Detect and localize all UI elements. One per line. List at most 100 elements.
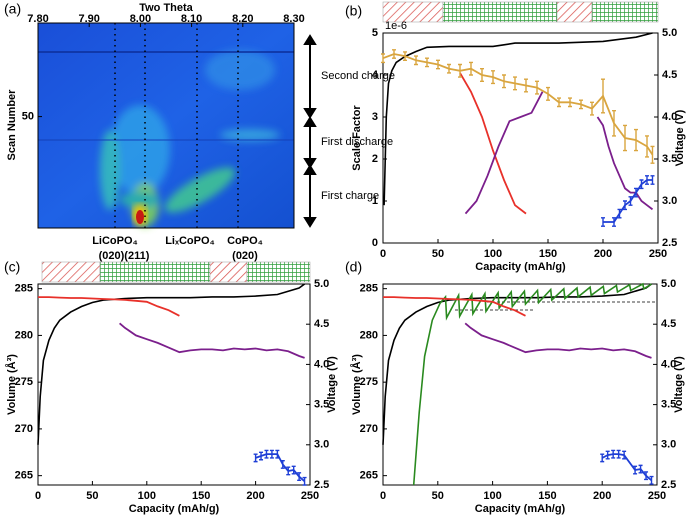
error-bar	[605, 450, 610, 460]
x-tick-label: 100	[138, 490, 156, 502]
error-bar	[502, 74, 506, 89]
error-bar	[425, 57, 429, 68]
region-label: First charge	[321, 190, 379, 202]
error-bar	[392, 49, 396, 59]
x-tick-label: 200	[593, 490, 611, 502]
x-tick-label: 0	[35, 490, 41, 502]
x-axis-label: Two Theta	[139, 2, 193, 14]
x-tick-label: 150	[538, 490, 556, 502]
error-bar	[302, 476, 307, 486]
x-tick-label: 0	[380, 248, 386, 260]
error-bar	[535, 80, 539, 95]
error-bar	[568, 97, 572, 108]
x-tick-label: 7.90	[78, 13, 99, 25]
error-bar	[590, 101, 594, 116]
y2-tick-label: 5.0	[661, 278, 676, 290]
x-tick-label: 100	[483, 490, 501, 502]
series-line	[459, 72, 527, 215]
y-axis-label: Volume (Å³)	[5, 354, 18, 415]
x-tick-label: 7.80	[27, 13, 48, 25]
heatmap	[38, 23, 317, 228]
y2-tick-label: 3.0	[314, 439, 329, 451]
error-bar	[644, 471, 649, 481]
panel-label: (a)	[4, 1, 21, 17]
y-tick-label: 5	[372, 27, 378, 39]
y2-tick-label: 3.0	[661, 439, 676, 451]
x-tick-label: 250	[648, 490, 666, 502]
panel-label: (b)	[345, 3, 362, 19]
y-tick-label: 285	[15, 283, 33, 295]
peak-label: LiCoPO₄	[92, 235, 138, 247]
panel-label: (d)	[345, 259, 362, 275]
error-bar	[645, 175, 649, 185]
error-bar	[616, 449, 621, 459]
error-bar	[600, 453, 605, 463]
series-line	[464, 322, 652, 359]
error-bar	[414, 55, 418, 66]
error-bar	[628, 196, 633, 206]
y2-tick-label: 4.5	[314, 318, 329, 330]
y-tick-label: 270	[15, 423, 33, 435]
x-tick-label: 150	[539, 248, 557, 260]
y2-tick-label: 5.0	[662, 27, 677, 39]
x-tick-label: 50	[86, 490, 98, 502]
x-tick-label: 8.20	[232, 13, 253, 25]
error-bar	[601, 217, 605, 227]
y-tick-label: 0	[372, 237, 378, 249]
error-bar	[634, 128, 638, 152]
x-axis-label: Capacity (mAh/g)	[129, 503, 220, 515]
y-axis-label: Volume (Å³)	[350, 354, 363, 415]
error-bar	[524, 78, 528, 93]
error-bar	[259, 451, 264, 461]
error-bar	[275, 449, 280, 459]
error-bar	[264, 449, 269, 459]
series-line	[37, 283, 306, 445]
series-line	[255, 453, 306, 482]
x-tick-label: 0	[380, 490, 386, 502]
y-tick-label: 4	[372, 69, 379, 81]
peak-label: LiₓCoPO₄	[165, 235, 215, 247]
peak-label: (020)	[232, 250, 258, 262]
error-bar	[557, 97, 561, 108]
error-bar	[645, 135, 649, 158]
plot-frame	[37, 22, 295, 229]
x-tick-label: 250	[649, 248, 667, 260]
series-line	[383, 32, 653, 206]
series-line	[464, 91, 654, 215]
x-tick-label: 150	[192, 490, 210, 502]
error-bar	[612, 110, 616, 137]
y-tick-label: 1	[372, 195, 378, 207]
y2-axis-label: Voltage (V)	[674, 109, 686, 166]
y-axis-label: Scan Number	[6, 89, 18, 161]
error-bar	[269, 449, 274, 459]
error-bar	[623, 124, 627, 152]
error-bar	[297, 472, 302, 482]
y-tick-label: 270	[360, 423, 378, 435]
region-label: First discharge	[321, 136, 393, 148]
y2-tick-label: 4.5	[662, 69, 677, 81]
error-bar	[579, 99, 583, 110]
panel-label: (c)	[4, 259, 20, 275]
y2-axis-label: Voltage (V)	[326, 356, 338, 413]
x-tick-label: 200	[594, 248, 612, 260]
y2-tick-label: 3.5	[314, 399, 329, 411]
series-line	[601, 453, 653, 481]
error-bar	[403, 51, 407, 61]
series-line	[383, 296, 526, 317]
y-tick-label: 285	[360, 283, 378, 295]
error-bar	[650, 175, 655, 185]
error-bar	[381, 53, 385, 64]
error-bar	[617, 208, 622, 219]
x-tick-label: 100	[484, 248, 502, 260]
error-bar	[650, 145, 655, 164]
y-tick-label: 275	[15, 376, 33, 388]
series-line	[603, 179, 653, 223]
error-bar	[480, 68, 484, 82]
x-tick-label: 200	[246, 490, 264, 502]
y2-tick-label: 3.5	[661, 399, 676, 411]
error-bar	[612, 217, 616, 227]
error-bar	[491, 70, 495, 85]
y2-tick-label: 3.5	[662, 153, 677, 165]
plot-frame	[382, 32, 659, 244]
error-bar	[639, 179, 644, 190]
